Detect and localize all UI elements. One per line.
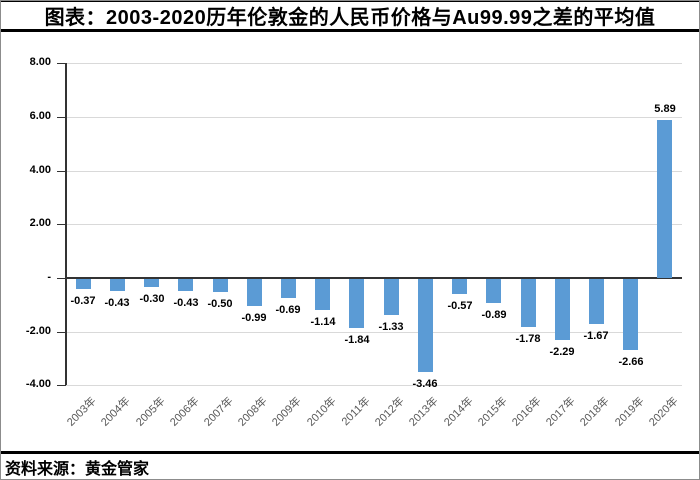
y-axis-line bbox=[65, 63, 67, 385]
y-axis-tick bbox=[57, 332, 66, 333]
bar bbox=[76, 279, 91, 289]
bar bbox=[213, 279, 228, 292]
bar bbox=[110, 279, 125, 291]
y-gridline bbox=[66, 171, 682, 172]
y-axis-tick-label: 8.00 bbox=[29, 56, 51, 68]
y-axis-tick-label: -2.00 bbox=[25, 325, 51, 337]
bar-value-label: -0.50 bbox=[207, 298, 233, 310]
bar-value-label: -1.84 bbox=[344, 334, 370, 346]
bar-value-label: -3.46 bbox=[412, 378, 438, 390]
y-axis-tick-label: 4.00 bbox=[29, 164, 51, 176]
y-axis-tick bbox=[57, 117, 66, 118]
bar bbox=[178, 279, 193, 291]
y-gridline bbox=[66, 385, 682, 386]
bar-value-label: -0.43 bbox=[173, 297, 199, 309]
bar-value-label: -0.37 bbox=[70, 295, 96, 307]
bar bbox=[589, 279, 604, 324]
chart-title-bar: 图表：2003-2020历年伦敦金的人民币价格与Au99.99之差的平均值 bbox=[1, 1, 699, 32]
bar-chart: 8.00 6.00 4.00 2.00- -2.00 -4.00 -0.37 2003年 -0.… bbox=[1, 37, 699, 451]
bar-value-label: -0.43 bbox=[104, 297, 130, 309]
bar bbox=[247, 279, 262, 306]
bar bbox=[452, 279, 467, 294]
bar-value-label: 5.89 bbox=[654, 103, 676, 115]
bar bbox=[281, 279, 296, 298]
y-gridline bbox=[66, 117, 682, 118]
bar-value-label: -0.57 bbox=[447, 300, 473, 312]
chart-title: 图表：2003-2020历年伦敦金的人民币价格与Au99.99之差的平均值 bbox=[44, 7, 656, 29]
y-axis-tick-label: -4.00 bbox=[25, 378, 51, 390]
bar-value-label: -0.30 bbox=[139, 293, 165, 305]
bar bbox=[486, 279, 501, 303]
bar-value-label: -0.89 bbox=[481, 309, 507, 321]
y-gridline bbox=[66, 63, 682, 64]
bar bbox=[555, 279, 570, 340]
source-bar: 资料来源：黄金管家 bbox=[1, 451, 699, 479]
y-axis-tick bbox=[57, 224, 66, 225]
y-gridline bbox=[66, 224, 682, 225]
bar-value-label: -1.33 bbox=[378, 321, 404, 333]
y-axis-tick bbox=[57, 171, 66, 172]
bar bbox=[144, 279, 159, 287]
source-text: 资料来源：黄金管家 bbox=[5, 461, 150, 478]
y-axis-tick bbox=[57, 385, 66, 386]
bar-value-label: -0.99 bbox=[241, 312, 267, 324]
y-gridline bbox=[66, 332, 682, 333]
bar-value-label: -1.78 bbox=[515, 333, 541, 345]
bar-value-label: -2.66 bbox=[618, 356, 644, 368]
y-axis-tick-label: 6.00 bbox=[29, 110, 51, 122]
bar bbox=[315, 279, 330, 310]
bar bbox=[384, 279, 399, 315]
bar bbox=[521, 279, 536, 327]
bar bbox=[657, 120, 672, 278]
zero-baseline bbox=[66, 277, 682, 279]
bar bbox=[349, 279, 364, 328]
y-axis-tick bbox=[57, 278, 66, 279]
bar-value-label: -0.69 bbox=[275, 304, 301, 316]
bar-value-label: -1.14 bbox=[310, 316, 336, 328]
y-axis-tick-label: - bbox=[47, 271, 51, 283]
y-axis-tick-label: 2.00 bbox=[29, 217, 51, 229]
y-axis-tick bbox=[57, 63, 66, 64]
bar bbox=[623, 279, 638, 350]
bar-value-label: -2.29 bbox=[549, 346, 575, 358]
bar-value-label: -1.67 bbox=[583, 330, 609, 342]
bar bbox=[418, 279, 433, 372]
